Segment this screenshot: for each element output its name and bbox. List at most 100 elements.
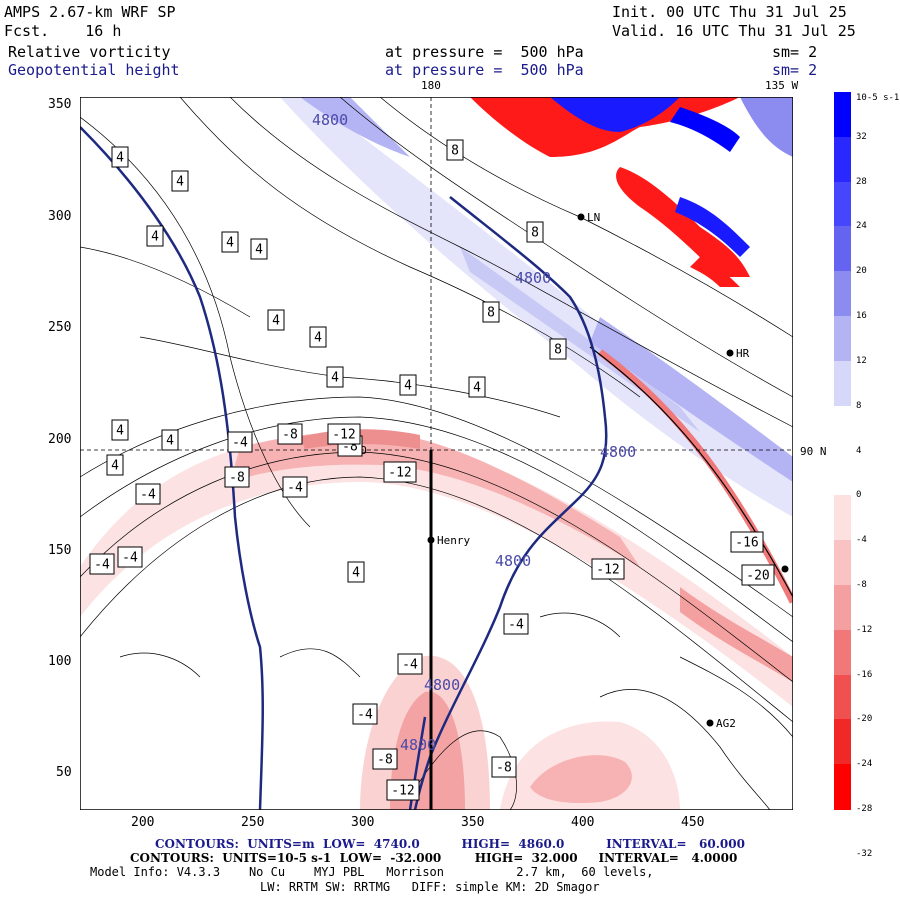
contour-label-box: [117, 546, 143, 568]
contour-label: -12: [391, 784, 414, 799]
contour-label: 4: [331, 371, 339, 386]
forecast-value: 16 h: [85, 22, 122, 40]
colorbar-label--28: -28: [856, 804, 873, 814]
footer-physics-info: LW: RRTM SW: RRTMG DIFF: simple KM: 2D S…: [260, 880, 600, 894]
x-tick-400: 400: [571, 815, 595, 830]
y-tick-200: 200: [48, 432, 72, 447]
contour-label-box: [352, 703, 378, 725]
contour-label: 4: [151, 230, 159, 245]
contour-label: 4: [272, 314, 280, 329]
contour-label-box: [309, 326, 327, 348]
contour-label-box: [161, 429, 179, 451]
colorbar-swatch: [834, 629, 851, 676]
station-label-hr: HR: [736, 347, 750, 360]
footer-vorticity-contours: CONTOURS: UNITS=10-5 s-1 LOW= -32.000 HI…: [130, 851, 738, 865]
contour-label-box: [267, 309, 285, 331]
contour-label-box: [399, 374, 417, 396]
contour-label: -12: [332, 428, 355, 443]
contour-label: -4: [94, 558, 110, 573]
colorbar-swatch: [834, 674, 851, 720]
height-label-3: 4800: [600, 443, 636, 461]
contour-label: -4: [357, 708, 373, 723]
field1-smooth: sm= 2: [772, 43, 818, 61]
colorbar-swatch: [834, 136, 851, 183]
colorbar-label--4: -4: [856, 535, 867, 546]
station-hr: [726, 349, 734, 357]
contour-label-box: [277, 423, 303, 445]
colorbar-label-4: 4: [856, 445, 862, 456]
colorbar-label-32: 32: [856, 131, 867, 142]
field1-level: at pressure = 500 hPa: [385, 43, 584, 61]
contour-label-box: [591, 558, 625, 580]
station-henry: [427, 536, 435, 544]
contour-label: -20: [746, 569, 769, 584]
height-label-1: 4800: [312, 111, 348, 129]
contour-label-box: [111, 419, 129, 441]
contour-label: 8: [451, 144, 459, 159]
colorbar-swatch: [834, 540, 851, 586]
contour-label: 4: [404, 379, 412, 394]
colorbar-label--32: -32: [856, 848, 873, 859]
contour-label-box: [741, 564, 775, 586]
contour-label: 4: [226, 236, 234, 251]
x-tick-250: 250: [241, 815, 265, 830]
ne-cluster-blue-2: [675, 197, 750, 257]
contour-label-box: [146, 225, 164, 247]
contour-label-box: [227, 431, 253, 453]
colorbar-label-0: 0: [856, 490, 862, 501]
contour-label-box: [326, 366, 344, 388]
footer-model-info: Model Info: V4.3.3 No Cu MYJ PBL Morriso…: [90, 865, 654, 879]
contour-label-box: [111, 146, 129, 168]
contour-label: -4: [140, 488, 156, 503]
contour-label: 4: [176, 175, 184, 190]
contour-label-box: [397, 653, 423, 675]
y-tick-50: 50: [56, 765, 72, 780]
contour-value-labels: 4 4 4 4 4 4 4 4 4 4 4 4 4 4 -4 -4 -4 -4 -4 -8 -8 -8 -12 -12 8 8 8 8…: [89, 139, 775, 801]
height-label-6: 4800: [400, 736, 436, 754]
contour-label-box: [386, 779, 420, 801]
contour-label-box: [106, 454, 124, 476]
y-tick-350: 350: [48, 97, 72, 112]
colorbar-label--8: -8: [856, 579, 867, 590]
station-label-henry: Henry: [437, 534, 470, 547]
ne-cluster-red-3: [690, 257, 740, 287]
colorbar-swatch: [834, 271, 851, 317]
footer-height-contours: CONTOURS: UNITS=m LOW= 4740.0 HIGH= 4860…: [155, 837, 745, 851]
height-label-4: 4800: [495, 552, 531, 570]
field2-level: at pressure = 500 hPa: [385, 61, 584, 79]
vorticity-height-map: LN HR NGO Henry AG2 4800 4800 4800 4800 …: [80, 97, 793, 810]
contour-label: 4: [166, 434, 174, 449]
contour-label: 8: [487, 306, 495, 321]
contour-label: -8: [496, 761, 512, 776]
station-label-ag2: AG2: [716, 717, 736, 730]
contour-label-box: [503, 613, 529, 635]
contour-label-box: [221, 231, 239, 253]
colorbar-label-12: 12: [856, 355, 867, 366]
colorbar-label-28: 28: [856, 176, 867, 187]
neg-vorticity-band-east: [680, 587, 793, 682]
contour-label-box: [224, 466, 250, 488]
contour-label: 4: [352, 566, 360, 581]
contour-label-box: [526, 221, 544, 243]
ne-cluster-blue-3: [670, 107, 740, 152]
contour-label: 4: [314, 331, 322, 346]
colorbar-swatch: [834, 764, 851, 810]
contour-label: -8: [229, 471, 245, 486]
y-tick-100: 100: [48, 654, 72, 669]
init-time: Init. 00 UTC Thu 31 Jul 25: [612, 3, 847, 21]
colorbar-swatch: [834, 181, 851, 227]
height-label-2: 4800: [515, 269, 551, 287]
contour-label-box: [730, 531, 764, 553]
colorbar-swatch: [834, 450, 851, 496]
north-blue-streak: [300, 97, 410, 157]
x-tick-350: 350: [461, 815, 485, 830]
contour-label: 8: [531, 226, 539, 241]
colorbar-swatch: [834, 584, 851, 631]
contour-label-box: [89, 553, 115, 575]
contour-label: 4: [116, 151, 124, 166]
field2-name: Geopotential height: [8, 61, 180, 79]
contour-label-box: [327, 423, 361, 445]
ne-cluster-blue-1: [550, 97, 680, 132]
contour-label-box: [383, 461, 417, 483]
station-ag2: [706, 719, 714, 727]
